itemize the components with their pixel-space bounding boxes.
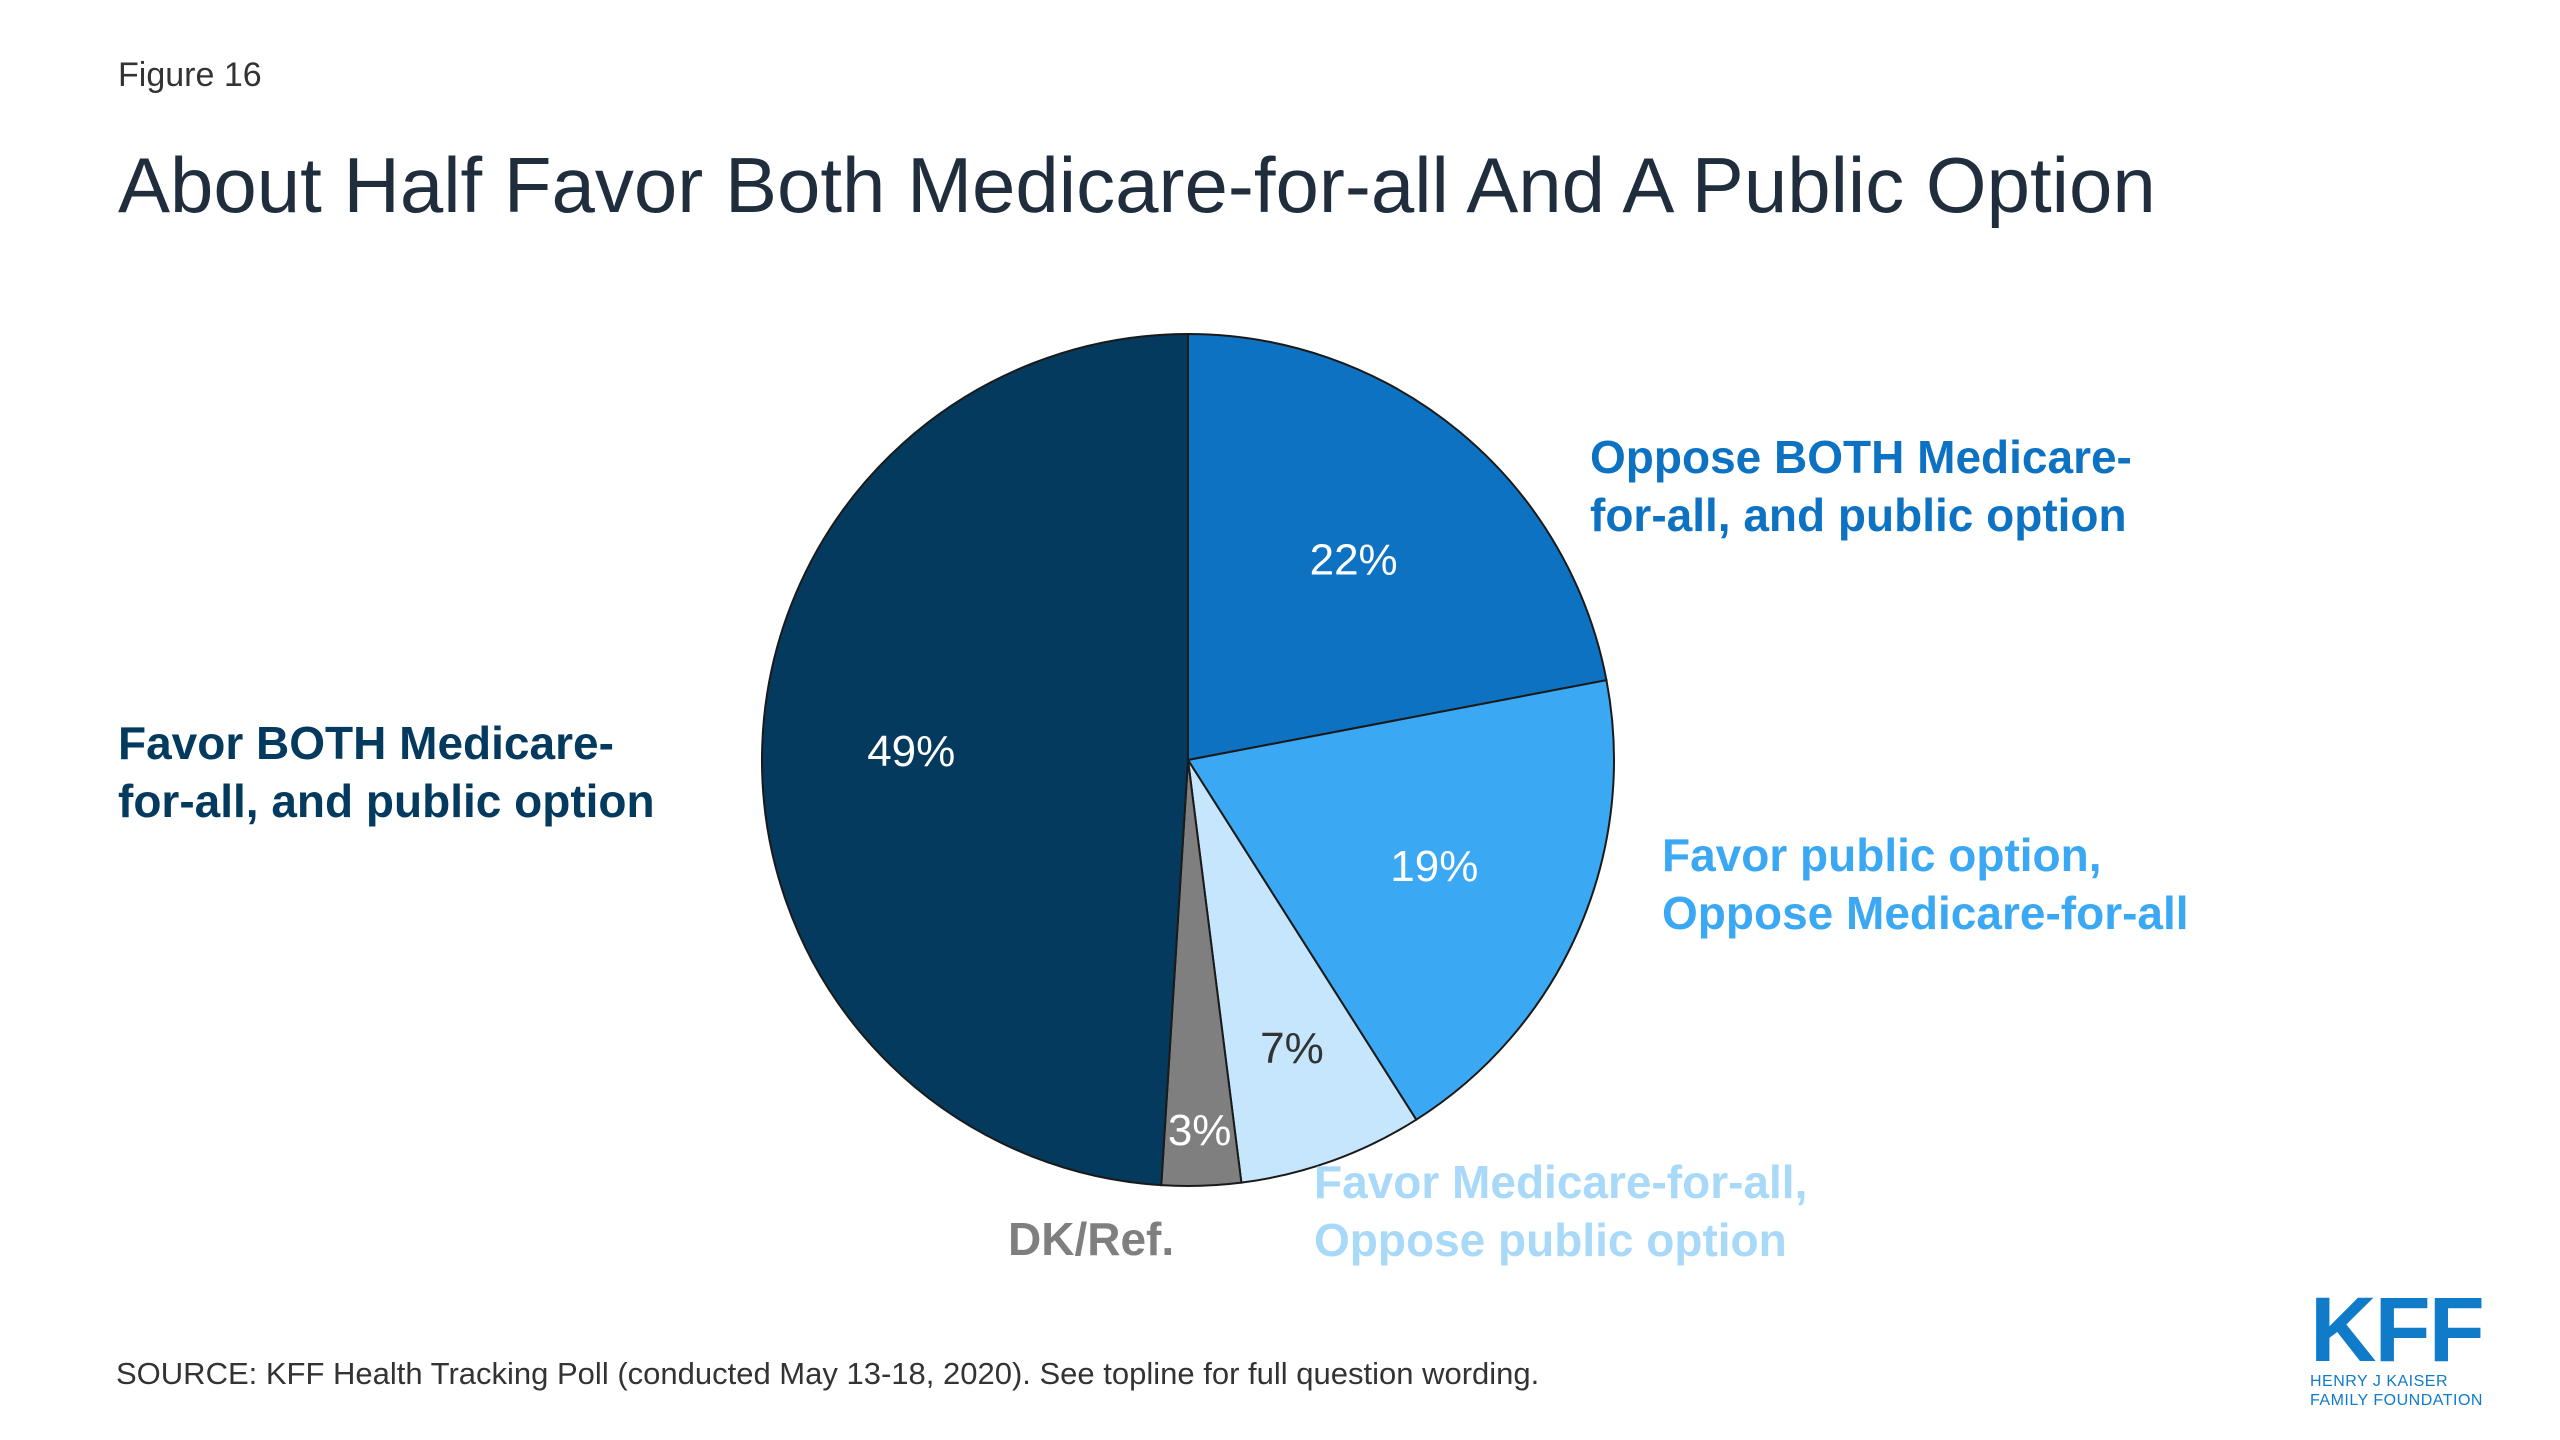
legend-label-favor-public-option: Favor public option, Oppose Medicare-for… xyxy=(1662,826,2189,942)
pie-slice-oppose-both xyxy=(1187,332,1608,762)
legend-label-line: for-all, and public option xyxy=(118,775,655,827)
legend-label-line: Oppose public option xyxy=(1314,1214,1787,1266)
legend-label-line: Oppose BOTH Medicare- xyxy=(1590,431,2132,483)
pie-value-label-favor-mfa-oppose-public: 7% xyxy=(1260,1024,1324,1073)
legend-label-line: Favor public option, xyxy=(1662,829,2102,881)
logo-subtitle-line: FAMILY FOUNDATION xyxy=(2310,1392,2483,1409)
pie-value-label-dk-ref: 3% xyxy=(1168,1106,1232,1155)
kff-logo: KFF HENRY J KAISER FAMILY FOUNDATION xyxy=(2310,1279,2494,1410)
source-note: SOURCE: KFF Health Tracking Poll (conduc… xyxy=(116,1356,1540,1391)
legend-label-favor-both: Favor BOTH Medicare- for-all, and public… xyxy=(118,714,655,830)
legend-label-oppose-both: Oppose BOTH Medicare- for-all, and publi… xyxy=(1590,428,2132,544)
legend-label-line: Favor Medicare-for-all, xyxy=(1314,1156,1808,1208)
pie-value-label-favor-public-oppose-mfa: 19% xyxy=(1390,842,1478,891)
logo-mark: KFF xyxy=(2310,1279,2485,1381)
legend-label-favor-medicare-for-all: Favor Medicare-for-all, Oppose public op… xyxy=(1314,1153,1807,1269)
chart-title: About Half Favor Both Medicare-for-all A… xyxy=(118,141,2156,229)
legend-label-line: Favor BOTH Medicare- xyxy=(118,717,614,769)
legend-label-line: Oppose Medicare-for-all xyxy=(1662,887,2189,939)
pie-value-label-oppose-both: 22% xyxy=(1310,535,1398,584)
legend-label-line: DK/Ref. xyxy=(1008,1213,1175,1265)
pie-slice-favor-mfa-oppose-public xyxy=(1187,759,1418,1184)
pie-slice-favor-both xyxy=(761,332,1189,1187)
legend-label-line: for-all, and public option xyxy=(1590,489,2127,541)
pie-slice-favor-public-oppose-mfa xyxy=(1186,679,1615,1122)
pie-value-label-favor-both: 49% xyxy=(867,727,955,776)
legend-label-dk-ref: DK/Ref. xyxy=(1008,1210,1174,1268)
figure-number: Figure 16 xyxy=(118,56,262,94)
logo-subtitle-line: HENRY J KAISER xyxy=(2310,1373,2449,1390)
